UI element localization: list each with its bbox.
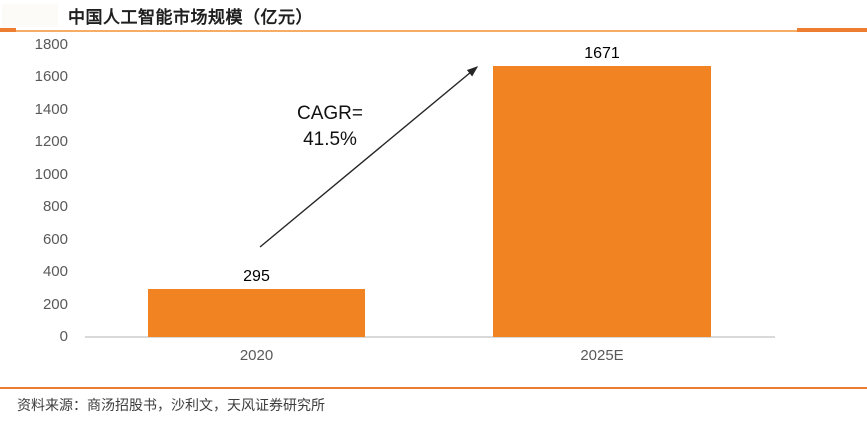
y-tick-label: 600 [42, 230, 68, 248]
y-tick-label: 0 [59, 328, 68, 345]
y-tick-label: 1600 [34, 68, 68, 86]
bar-2020 [148, 289, 365, 337]
cagr-annotation-line1: CAGR= [297, 103, 363, 124]
y-tick-label: 1800 [34, 36, 68, 53]
cagr-annotation: CAGR= 41.5% [272, 101, 388, 153]
header-rule-right-cap [797, 28, 867, 32]
header-rule [0, 30, 867, 32]
y-axis: 0 200 400 600 800 1000 1200 1400 1600 1800 [0, 0, 68, 421]
y-tick-label: 1400 [34, 100, 68, 118]
header-rule-left-cap [0, 28, 16, 32]
chart-title: 中国人工智能市场规模（亿元） [68, 8, 313, 27]
cagr-annotation-line2: 41.5% [303, 129, 357, 150]
x-axis-line [85, 336, 775, 338]
y-tick-label: 200 [42, 295, 68, 313]
bar-value-label-2020: 295 [243, 268, 270, 286]
footer-rule [0, 387, 867, 389]
x-tick-label-2020: 2020 [239, 347, 274, 364]
blank-label-area [2, 4, 58, 27]
y-tick-label: 400 [42, 263, 68, 281]
bar-2025E [493, 65, 711, 337]
y-tick-label: 800 [42, 198, 68, 216]
x-tick-label-2025E: 2025E [580, 347, 624, 364]
y-tick-label: 1000 [34, 165, 68, 183]
y-tick-label: 1200 [34, 133, 68, 151]
source-note: 资料来源：商汤招股书，沙利文，天风证券研究所 [17, 397, 325, 413]
bar-value-label-2025E: 1671 [584, 44, 620, 62]
